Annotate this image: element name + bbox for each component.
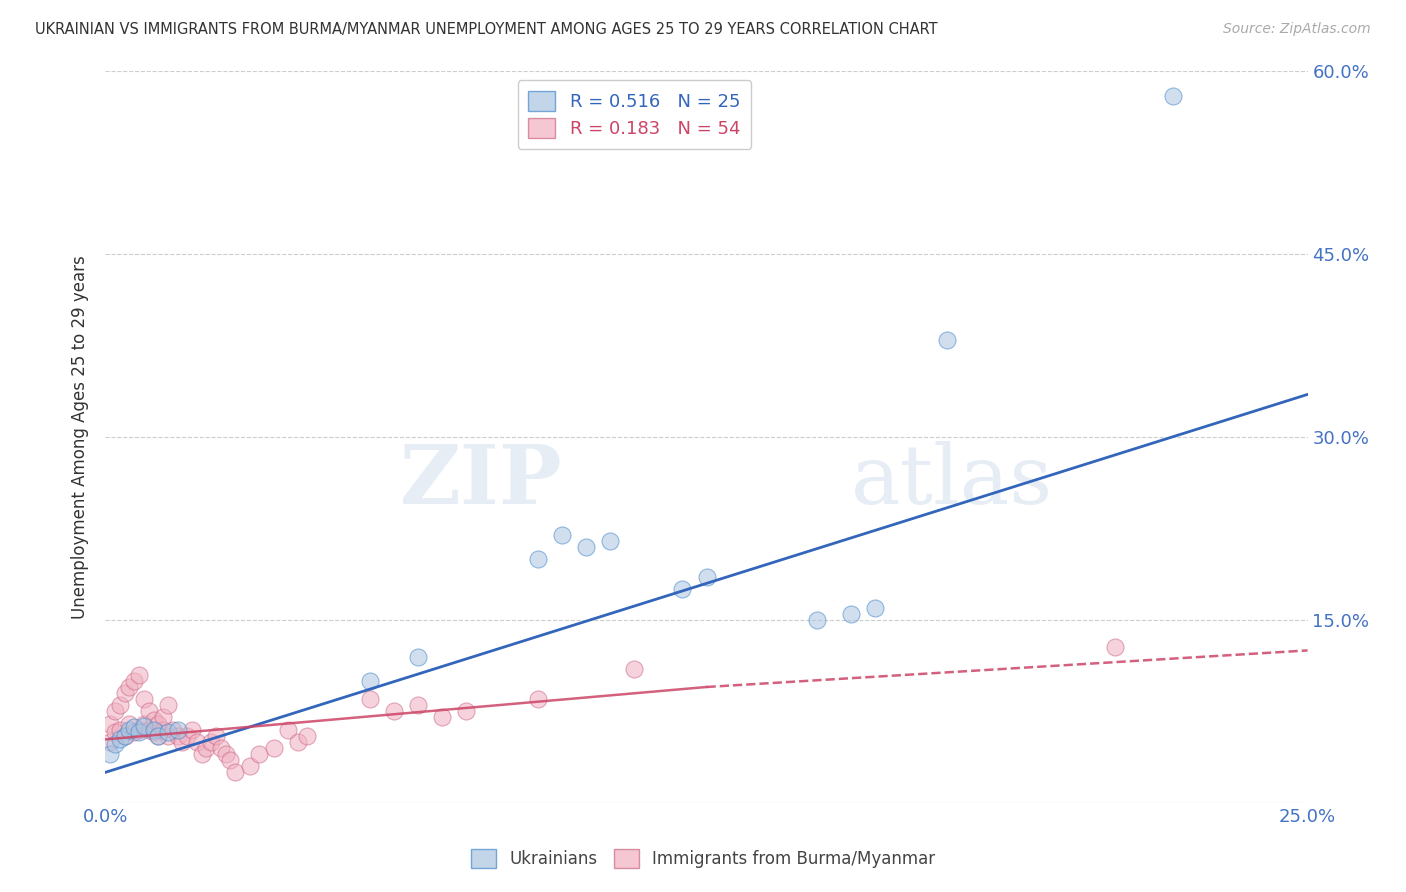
Point [287, 735, 309, 749]
Point [98, 747, 121, 761]
Point [166, 729, 188, 743]
Text: ZIP: ZIP [399, 441, 562, 521]
Point [152, 723, 174, 737]
Legend: Ukrainians, Immigrants from Burma/Myanmar: Ukrainians, Immigrants from Burma/Myanma… [464, 843, 942, 875]
Point [224, 765, 246, 780]
Point [104, 725, 127, 739]
Point [671, 582, 693, 597]
Legend: R = 0.516   N = 25, R = 0.183   N = 54: R = 0.516 N = 25, R = 0.183 N = 54 [517, 80, 751, 149]
Point [239, 759, 262, 773]
Point [575, 540, 598, 554]
Point [1104, 640, 1126, 654]
Point [152, 710, 174, 724]
Point [200, 735, 222, 749]
Point [98, 716, 121, 731]
Text: atlas: atlas [851, 441, 1053, 521]
Point [104, 705, 127, 719]
Point [527, 552, 550, 566]
Point [936, 333, 959, 347]
Point [128, 667, 150, 681]
Point [297, 729, 319, 743]
Point [148, 716, 170, 731]
Point [263, 740, 285, 755]
Point [623, 662, 645, 676]
Point [205, 729, 228, 743]
Point [430, 710, 453, 724]
Point [406, 649, 429, 664]
Point [138, 723, 160, 737]
Point [118, 680, 141, 694]
Point [132, 716, 155, 731]
Point [124, 720, 146, 734]
Point [696, 570, 718, 584]
Point [148, 729, 170, 743]
Point [186, 735, 208, 749]
Point [551, 527, 574, 541]
Point [114, 729, 136, 743]
Point [190, 747, 212, 761]
Point [98, 735, 121, 749]
Point [806, 613, 828, 627]
Point [181, 723, 204, 737]
Point [599, 533, 621, 548]
Text: UKRAINIAN VS IMMIGRANTS FROM BURMA/MYANMAR UNEMPLOYMENT AMONG AGES 25 TO 29 YEAR: UKRAINIAN VS IMMIGRANTS FROM BURMA/MYANM… [35, 22, 938, 37]
Point [247, 747, 270, 761]
Point [156, 729, 179, 743]
Point [209, 740, 232, 755]
Point [219, 753, 242, 767]
Point [128, 725, 150, 739]
Point [142, 725, 165, 739]
Point [527, 692, 550, 706]
Point [142, 713, 165, 727]
Point [138, 705, 160, 719]
Point [406, 698, 429, 713]
Point [359, 692, 381, 706]
Point [359, 673, 381, 688]
Point [124, 673, 146, 688]
Point [162, 723, 184, 737]
Point [132, 719, 155, 733]
Point [108, 732, 131, 747]
Point [148, 729, 170, 743]
Point [382, 705, 405, 719]
Point [277, 723, 299, 737]
Point [142, 723, 165, 737]
Y-axis label: Unemployment Among Ages 25 to 29 years: Unemployment Among Ages 25 to 29 years [72, 255, 90, 619]
Point [108, 698, 131, 713]
Point [114, 729, 136, 743]
Text: Source: ZipAtlas.com: Source: ZipAtlas.com [1223, 22, 1371, 37]
Point [118, 716, 141, 731]
Point [128, 723, 150, 737]
Point [118, 723, 141, 737]
Point [132, 692, 155, 706]
Point [156, 698, 179, 713]
Point [1161, 88, 1184, 103]
Point [166, 723, 188, 737]
Point [839, 607, 862, 621]
Point [863, 600, 886, 615]
Point [214, 747, 236, 761]
Point [454, 705, 477, 719]
Point [104, 737, 127, 751]
Point [108, 723, 131, 737]
Point [176, 729, 198, 743]
Point [195, 740, 218, 755]
Point [156, 725, 179, 739]
Point [124, 725, 146, 739]
Point [114, 686, 136, 700]
Point [172, 735, 194, 749]
